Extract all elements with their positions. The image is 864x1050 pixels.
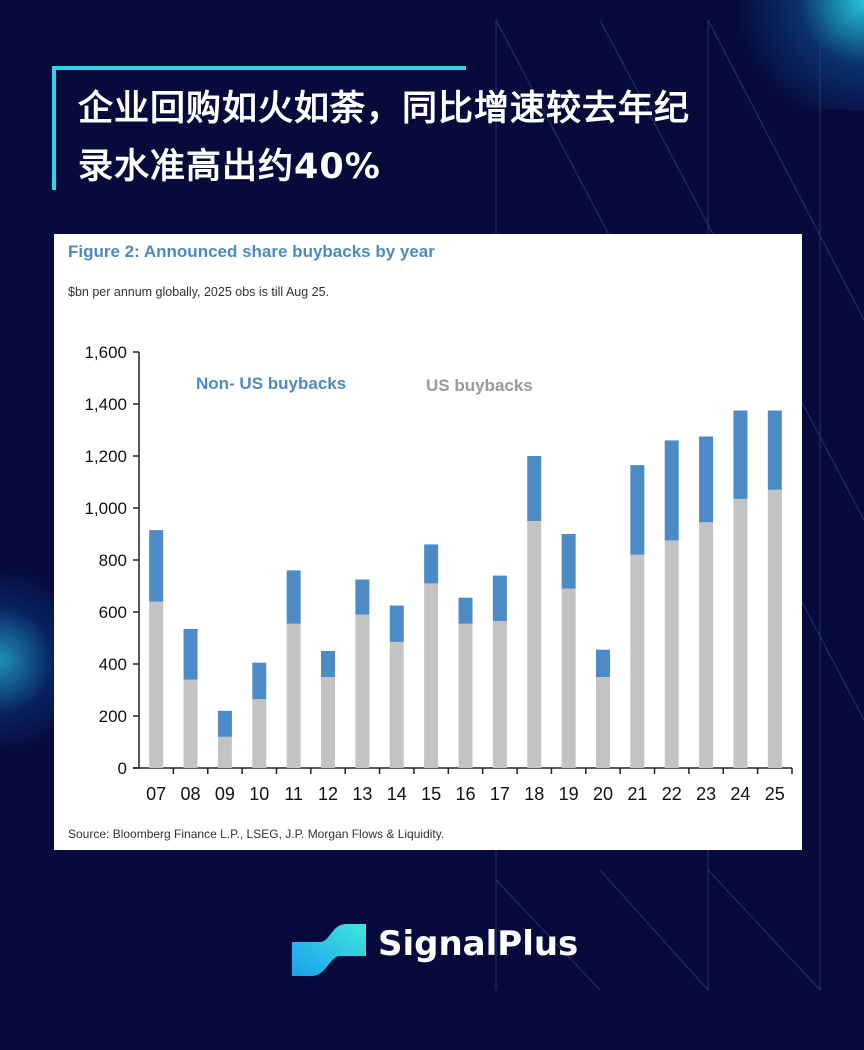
- bar-non-us-21: [630, 465, 645, 555]
- y-tick-label: 200: [99, 707, 127, 726]
- bar-us-20: [595, 677, 610, 768]
- y-tick-label: 600: [99, 603, 127, 622]
- bar-non-us-07: [149, 530, 164, 602]
- bar-us-10: [252, 699, 267, 768]
- bar-non-us-20: [595, 649, 610, 677]
- bar-non-us-10: [252, 662, 267, 700]
- x-tick-label: 19: [559, 784, 579, 804]
- bar-us-18: [527, 521, 542, 768]
- chart-subtitle: $bn per annum globally, 2025 obs is till…: [68, 285, 330, 299]
- y-tick-label: 800: [99, 551, 127, 570]
- brand-name: SignalPlus: [378, 924, 579, 964]
- bar-chart: 0 200 400 600 800 1,000 1,200 1,400 1,600 07 08 09 1…: [84, 343, 793, 804]
- bar-us-16: [458, 623, 473, 768]
- headline: 企业回购如火如荼，同比增速较去年纪 录水准高出约40%: [78, 80, 818, 196]
- chart-title: Figure 2: Announced share buybacks by ye…: [68, 242, 435, 261]
- x-tick-label: 25: [765, 784, 785, 804]
- bar-us-21: [630, 554, 645, 768]
- y-tick-label: 1,400: [84, 395, 127, 414]
- x-tick-label: 13: [352, 784, 372, 804]
- y-tick-label: 1,600: [84, 343, 127, 362]
- bar-us-22: [664, 540, 679, 768]
- headline-line-2: 录水准高出约40%: [78, 147, 381, 187]
- bar-non-us-09: [217, 710, 232, 737]
- bar-non-us-17: [492, 575, 507, 622]
- headline-line-1: 企业回购如火如荼，同比增速较去年纪: [78, 89, 691, 129]
- bar-us-24: [733, 498, 748, 768]
- x-tick-label: 11: [284, 784, 303, 804]
- bar-us-14: [389, 641, 404, 768]
- x-tick-label: 17: [490, 784, 510, 804]
- bar-non-us-18: [527, 456, 542, 521]
- bar-non-us-14: [389, 605, 404, 642]
- bar-us-19: [561, 588, 576, 768]
- bar-non-us-15: [424, 544, 439, 584]
- corner-glow: [714, 0, 864, 110]
- bar-non-us-19: [561, 534, 576, 589]
- bar-us-12: [321, 677, 336, 768]
- legend-non-us: Non- US buybacks: [196, 374, 346, 393]
- y-tick-label: 1,000: [84, 499, 127, 518]
- x-tick-label: 16: [455, 784, 475, 804]
- bar-non-us-22: [664, 440, 679, 541]
- x-tick-label: 14: [387, 784, 407, 804]
- chart-source: Source: Bloomberg Finance L.P., LSEG, J.…: [68, 827, 445, 841]
- bar-us-13: [355, 614, 370, 768]
- x-tick-label: 23: [696, 784, 716, 804]
- bar-non-us-08: [183, 628, 198, 680]
- x-tick-label: 12: [318, 784, 338, 804]
- x-tick-label: 07: [146, 784, 166, 804]
- x-tick-label: 18: [524, 784, 544, 804]
- x-tick-label: 21: [627, 784, 647, 804]
- bar-non-us-25: [767, 410, 782, 490]
- signalplus-logo-icon: [292, 924, 366, 976]
- headline-frame: [52, 66, 466, 190]
- chart-panel: Figure 2: Announced share buybacks by ye…: [54, 234, 802, 850]
- bar-us-08: [183, 679, 198, 768]
- y-tick-label: 1,200: [84, 447, 127, 466]
- bar-non-us-23: [699, 436, 714, 523]
- y-tick-label: 400: [99, 655, 127, 674]
- bar-us-15: [424, 583, 439, 768]
- bar-us-25: [767, 489, 782, 768]
- bar-non-us-24: [733, 410, 748, 499]
- x-tick-label: 10: [249, 784, 269, 804]
- legend-us: US buybacks: [426, 376, 533, 395]
- x-tick-label: 08: [181, 784, 201, 804]
- x-tick-label: 22: [662, 784, 682, 804]
- bar-us-09: [217, 736, 232, 768]
- bar-non-us-11: [286, 570, 301, 624]
- x-tick-label: 24: [730, 784, 750, 804]
- bar-non-us-16: [458, 597, 473, 624]
- bar-non-us-13: [355, 579, 370, 615]
- bar-us-17: [492, 621, 507, 768]
- x-tick-label: 15: [421, 784, 441, 804]
- bar-us-07: [149, 601, 164, 768]
- x-tick-label: 20: [593, 784, 613, 804]
- y-tick-label: 0: [118, 759, 127, 778]
- bar-us-11: [286, 623, 301, 768]
- bar-non-us-12: [321, 651, 336, 677]
- x-tick-label: 09: [215, 784, 235, 804]
- bar-us-23: [699, 522, 714, 768]
